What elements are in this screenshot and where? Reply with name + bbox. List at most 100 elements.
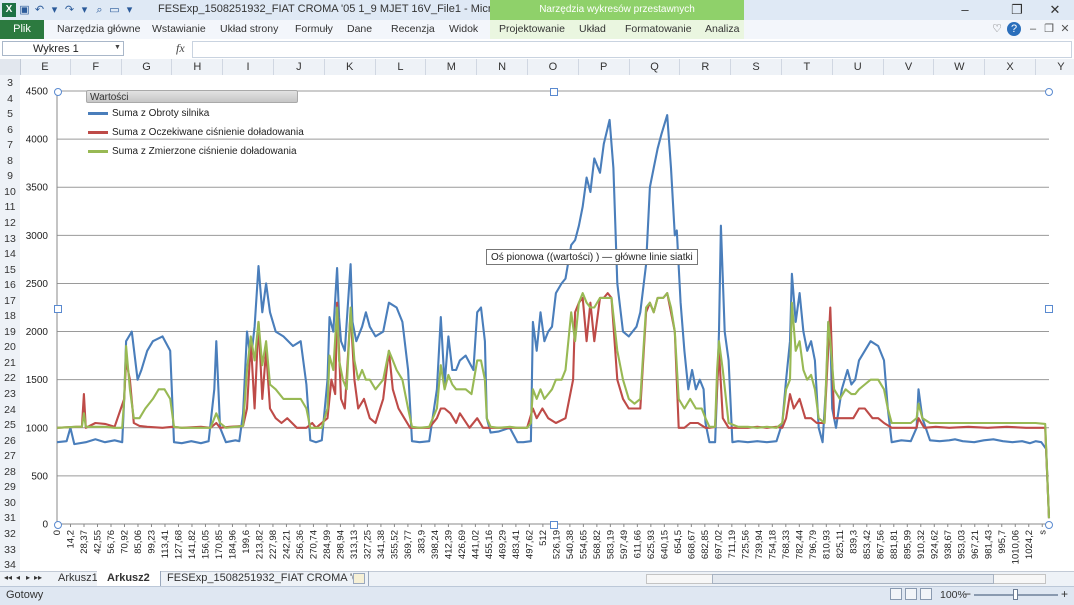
row-header-31[interactable]: 31	[4, 512, 16, 525]
row-header-6[interactable]: 6	[7, 123, 13, 136]
chart-legend[interactable]: Suma z Obroty silnika Suma z Oczekiwane …	[88, 106, 304, 158]
series-line-expected-boost[interactable]	[56, 292, 1051, 519]
column-header-v[interactable]: V	[884, 59, 935, 75]
chart-resize-handle-bottom-left[interactable]	[54, 521, 62, 529]
row-header-4[interactable]: 4	[7, 92, 13, 105]
prev-sheet-icon[interactable]: ◂	[16, 573, 21, 582]
row-header-16[interactable]: 16	[4, 279, 16, 292]
tab-layout[interactable]: Układ	[579, 23, 606, 35]
column-header-e[interactable]: E	[20, 59, 71, 75]
undo-dropdown-icon[interactable]: ▾	[51, 3, 58, 16]
row-header-7[interactable]: 7	[7, 139, 13, 152]
column-header-f[interactable]: F	[71, 59, 122, 75]
chart-resize-handle-right[interactable]	[1045, 305, 1053, 313]
column-header-h[interactable]: H	[172, 59, 224, 75]
row-header-22[interactable]: 22	[4, 372, 16, 385]
help-icon[interactable]: ?	[1007, 22, 1021, 36]
undo-icon[interactable]: ↶	[34, 3, 45, 16]
row-header-24[interactable]: 24	[4, 403, 16, 416]
row-header-3[interactable]: 3	[7, 77, 13, 89]
sheet-tab-arkusz2[interactable]: Arkusz2	[97, 571, 161, 586]
tab-formulas[interactable]: Formuły	[295, 23, 333, 35]
tab-home[interactable]: Narzędzia główne	[57, 23, 141, 35]
legend-item-measured-boost[interactable]: Suma z Zmierzone ciśnienie doładowania	[88, 144, 304, 158]
page-break-view-icon[interactable]	[920, 588, 932, 600]
chart-resize-handle-left[interactable]	[54, 305, 62, 313]
row-header-12[interactable]: 12	[4, 216, 16, 229]
row-header-5[interactable]: 5	[7, 108, 13, 121]
column-header-w[interactable]: W	[934, 59, 986, 75]
row-header-23[interactable]: 23	[4, 388, 16, 400]
legend-item-expected-boost[interactable]: Suma z Oczekiwane ciśnienie doładowania	[88, 125, 304, 139]
tab-design[interactable]: Projektowanie	[499, 23, 565, 35]
zoom-in-icon[interactable]: +	[1061, 587, 1069, 601]
next-sheet-icon[interactable]: ▸	[26, 573, 31, 582]
excel-logo-icon[interactable]: X	[2, 3, 16, 17]
pivot-chart[interactable]: 0 500 1000 1500 2000 2500 3000 3500 4000 4500 0 14,…	[20, 75, 1074, 571]
column-header-p[interactable]: P	[579, 59, 630, 75]
normal-view-icon[interactable]	[890, 588, 902, 600]
column-header-n[interactable]: N	[477, 59, 528, 75]
column-header-r[interactable]: R	[680, 59, 732, 75]
row-header-34[interactable]: 34	[4, 559, 16, 572]
row-header-13[interactable]: 13	[4, 232, 16, 245]
close-icon[interactable]: ✕	[1049, 2, 1061, 17]
tab-format[interactable]: Formatowanie	[625, 23, 692, 35]
row-header-32[interactable]: 32	[4, 527, 16, 540]
column-header-x[interactable]: X	[985, 59, 1036, 75]
tab-file[interactable]: Plik	[0, 20, 44, 39]
page-layout-view-icon[interactable]	[905, 588, 917, 600]
row-header-15[interactable]: 15	[4, 263, 16, 276]
row-header-25[interactable]: 25	[4, 419, 16, 432]
print-preview-icon[interactable]: ⌕	[96, 3, 103, 16]
open-folder-icon[interactable]: ▭	[109, 3, 120, 16]
row-header-10[interactable]: 10	[4, 185, 16, 198]
row-header-11[interactable]: 11	[4, 201, 16, 214]
column-header-y[interactable]: Y	[1036, 59, 1074, 75]
row-header-33[interactable]: 33	[4, 543, 16, 556]
row-header-8[interactable]: 8	[7, 154, 13, 167]
tab-page-layout[interactable]: Układ strony	[220, 23, 279, 35]
customize-toolbar-icon[interactable]: ▾	[126, 3, 133, 16]
chart-resize-handle-top[interactable]	[550, 88, 558, 96]
row-header-21[interactable]: 21	[4, 356, 16, 369]
values-field-button[interactable]: Wartości	[86, 90, 298, 103]
row-header-14[interactable]: 14	[4, 248, 16, 261]
name-box[interactable]: Wykres 1	[2, 41, 124, 56]
row-header-9[interactable]: 9	[7, 170, 13, 183]
tab-review[interactable]: Recenzja	[391, 23, 435, 35]
tab-analyze[interactable]: Analiza	[705, 23, 740, 35]
row-header-20[interactable]: 20	[4, 341, 16, 354]
column-header-q[interactable]: Q	[630, 59, 681, 75]
row-header-19[interactable]: 19	[4, 325, 16, 338]
workbook-minimize-icon[interactable]: –	[1029, 23, 1037, 35]
column-header-u[interactable]: U	[833, 59, 884, 75]
workbook-close-icon[interactable]: ✕	[1060, 23, 1070, 35]
minimize-icon[interactable]: –	[961, 2, 969, 17]
tab-view[interactable]: Widok	[449, 23, 479, 35]
redo-icon[interactable]: ↷	[64, 3, 75, 16]
column-header-j[interactable]: J	[274, 59, 325, 75]
column-header-i[interactable]: I	[223, 59, 274, 75]
row-header-26[interactable]: 26	[4, 434, 16, 447]
minimize-ribbon-icon[interactable]: ♡	[992, 23, 1002, 35]
row-header-28[interactable]: 28	[4, 465, 16, 478]
series-line-measured-boost[interactable]	[56, 292, 1051, 519]
tab-data[interactable]: Dane	[347, 23, 373, 35]
first-sheet-icon[interactable]: ◂◂	[4, 573, 13, 582]
zoom-level[interactable]: 100%	[940, 589, 967, 601]
chart-resize-handle-bottom-right[interactable]	[1045, 521, 1053, 529]
column-header-o[interactable]: O	[528, 59, 579, 75]
column-header-s[interactable]: S	[731, 59, 782, 75]
column-header-g[interactable]: G	[122, 59, 173, 75]
row-header-29[interactable]: 29	[4, 481, 16, 494]
row-header-27[interactable]: 27	[4, 450, 16, 463]
select-all-button[interactable]	[0, 59, 21, 75]
horizontal-scrollbar-thumb[interactable]	[712, 574, 994, 584]
insert-sheet-icon[interactable]	[353, 573, 365, 584]
zoom-slider-thumb[interactable]	[1013, 589, 1018, 600]
insert-function-icon[interactable]: fx	[176, 41, 185, 55]
series-line-engine-rpm[interactable]	[56, 114, 1051, 519]
legend-item-engine-rpm[interactable]: Suma z Obroty silnika	[88, 106, 304, 120]
